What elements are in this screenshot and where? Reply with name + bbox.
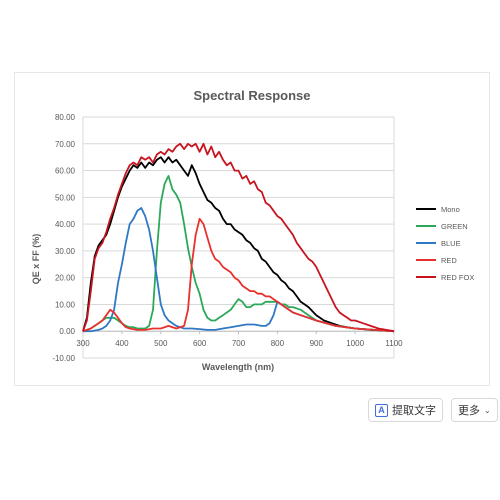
legend-label: Mono (441, 205, 460, 214)
x-tick-label: 400 (115, 339, 129, 348)
legend-label: GREEN (441, 222, 468, 231)
x-tick-label: 900 (310, 339, 324, 348)
extract-text-button[interactable]: A 提取文字 (368, 398, 443, 422)
x-axis-label: Wavelength (nm) (202, 362, 274, 372)
x-tick-label: 700 (232, 339, 246, 348)
x-tick-label: 800 (271, 339, 285, 348)
x-tick-label: 1000 (346, 339, 364, 348)
series-line-red (82, 217, 395, 333)
y-tick-label: 60.00 (55, 167, 76, 176)
more-label: 更多 (458, 404, 480, 417)
y-axis-label: QE x FF (%) (31, 234, 41, 285)
legend-label: RED FOX (441, 273, 474, 282)
x-tick-label: 500 (154, 339, 168, 348)
image-toolbar: A 提取文字 更多 ⌄ (368, 398, 498, 422)
chart-title: Spectral Response (193, 88, 310, 103)
text-recognition-icon: A (375, 403, 388, 417)
y-tick-label: 40.00 (55, 220, 76, 229)
axis-ticks: -10.00 0.00 10.00 20.00 30.00 40.00 50.00 60.00… (52, 113, 403, 363)
series-line-red-fox (82, 142, 395, 333)
spectral-response-chart: Spectral Response -10.00 0.00 10.00 20.00 30… (31, 88, 474, 372)
chevron-down-icon: ⌄ (484, 405, 491, 415)
y-tick-label: 20.00 (55, 274, 76, 283)
chart-card: Spectral Response -10.00 0.00 10.00 20.00 30… (14, 72, 490, 386)
series-line-mono (82, 156, 395, 333)
y-tick-label: -10.00 (52, 354, 75, 363)
extract-text-label: 提取文字 (392, 404, 436, 417)
y-tick-label: 30.00 (55, 247, 76, 256)
legend-label: BLUE (441, 239, 461, 248)
grid-lines (82, 116, 395, 359)
y-tick-label: 10.00 (55, 300, 76, 309)
series-line-blue (83, 207, 395, 333)
legend-label: RED (441, 256, 457, 265)
x-tick-label: 1100 (385, 339, 403, 348)
y-tick-label: 0.00 (59, 327, 75, 336)
x-tick-label: 300 (76, 339, 90, 348)
x-tick-label: 600 (193, 339, 207, 348)
legend: Mono GREEN BLUE RED RED FOX (416, 205, 474, 282)
y-tick-label: 70.00 (55, 140, 76, 149)
y-tick-label: 50.00 (55, 193, 76, 202)
series-lines (82, 142, 395, 333)
series-line-green (82, 175, 395, 333)
more-button[interactable]: 更多 ⌄ (451, 398, 498, 422)
y-tick-label: 80.00 (55, 113, 76, 122)
